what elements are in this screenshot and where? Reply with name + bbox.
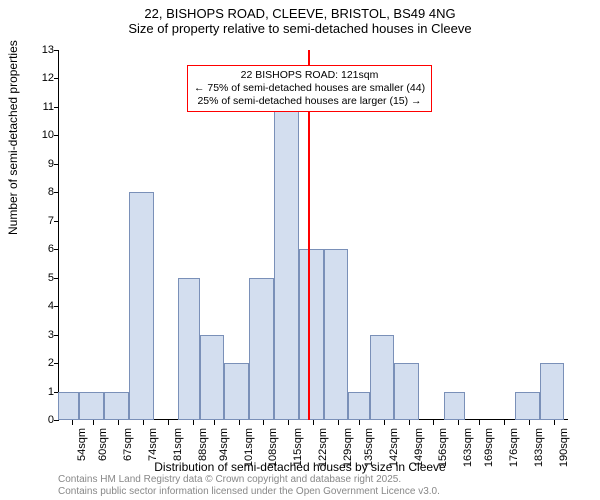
- histogram-bar: [348, 392, 369, 420]
- x-tick-mark: [409, 420, 410, 425]
- histogram-bar: [249, 278, 274, 420]
- histogram-bar: [178, 278, 199, 420]
- x-tick-mark: [554, 420, 555, 425]
- footer: Contains HM Land Registry data © Crown c…: [58, 474, 440, 498]
- annotation-line-3: 25% of semi-detached houses are larger (…: [194, 95, 425, 108]
- x-tick-mark: [479, 420, 480, 425]
- x-tick-mark: [93, 420, 94, 425]
- x-tick-mark: [72, 420, 73, 425]
- plot-area: 22 BISHOPS ROAD: 121sqm← 75% of semi-det…: [58, 50, 568, 420]
- histogram-bar: [540, 363, 565, 420]
- annotation-line-1: 22 BISHOPS ROAD: 121sqm: [194, 69, 425, 82]
- histogram-bar: [104, 392, 129, 420]
- x-axis-label: Distribution of semi-detached houses by …: [0, 460, 600, 474]
- y-tick-label: 10: [42, 129, 54, 141]
- x-tick-mark: [193, 420, 194, 425]
- y-tick-label: 11: [43, 101, 54, 113]
- x-tick-mark: [263, 420, 264, 425]
- histogram-bar: [324, 249, 349, 420]
- title-line-1: 22, BISHOPS ROAD, CLEEVE, BRISTOL, BS49 …: [0, 6, 600, 21]
- x-tick-mark: [359, 420, 360, 425]
- y-axis-ticks: 012345678910111213: [0, 50, 58, 420]
- chart-container: 22, BISHOPS ROAD, CLEEVE, BRISTOL, BS49 …: [0, 0, 600, 500]
- title-block: 22, BISHOPS ROAD, CLEEVE, BRISTOL, BS49 …: [0, 0, 600, 36]
- x-tick-mark: [313, 420, 314, 425]
- annotation-box: 22 BISHOPS ROAD: 121sqm← 75% of semi-det…: [187, 65, 432, 112]
- histogram-bar: [224, 363, 249, 420]
- x-tick-mark: [433, 420, 434, 425]
- x-tick-mark: [458, 420, 459, 425]
- x-tick-mark: [504, 420, 505, 425]
- x-tick-mark: [214, 420, 215, 425]
- y-axis-line: [58, 50, 59, 420]
- x-tick-mark: [118, 420, 119, 425]
- x-tick-mark: [384, 420, 385, 425]
- footer-line-1: Contains HM Land Registry data © Crown c…: [58, 474, 440, 486]
- x-tick-mark: [168, 420, 169, 425]
- footer-line-2: Contains public sector information licen…: [58, 486, 440, 498]
- histogram-bar: [274, 107, 299, 420]
- x-tick-mark: [288, 420, 289, 425]
- histogram-bar: [444, 392, 465, 420]
- histogram-bar: [200, 335, 225, 420]
- histogram-bar: [370, 335, 395, 420]
- y-tick-label: 12: [42, 72, 54, 84]
- title-line-2: Size of property relative to semi-detach…: [0, 21, 600, 36]
- x-tick-mark: [529, 420, 530, 425]
- y-tick-label: 13: [42, 44, 54, 56]
- x-tick-mark: [239, 420, 240, 425]
- histogram-bar: [299, 249, 324, 420]
- x-tick-mark: [143, 420, 144, 425]
- annotation-line-2: ← 75% of semi-detached houses are smalle…: [194, 82, 425, 95]
- histogram-bar: [58, 392, 79, 420]
- x-tick-mark: [338, 420, 339, 425]
- histogram-bar: [79, 392, 104, 420]
- histogram-bar: [515, 392, 540, 420]
- histogram-bar: [394, 363, 419, 420]
- histogram-bar: [129, 192, 154, 420]
